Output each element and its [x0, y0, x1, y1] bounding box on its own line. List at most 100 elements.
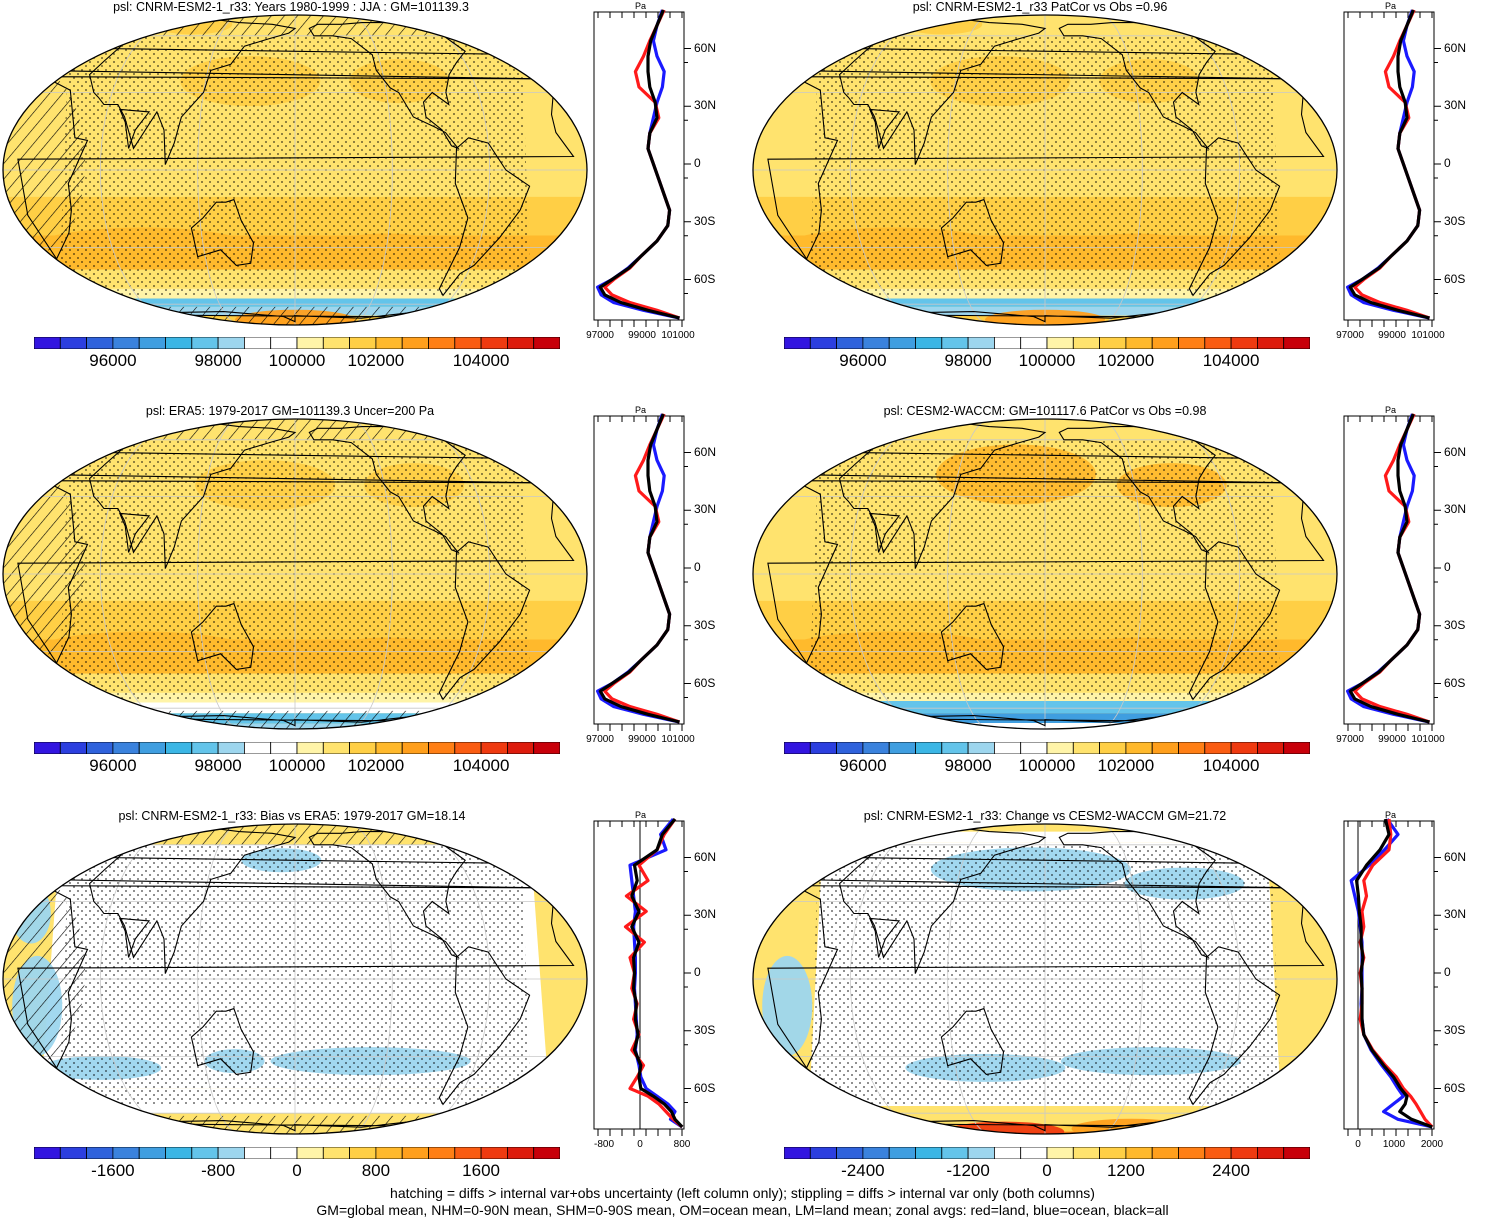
colorbar-swatch: [1230, 742, 1258, 754]
coastline-india: [118, 512, 151, 553]
coastline-asia: [88, 18, 297, 165]
colorbar-tick-label: 0: [292, 1161, 302, 1180]
colorbar-swatch: [138, 742, 166, 754]
colorbar-tick-label: 104000: [452, 756, 510, 775]
zonal-lat-label: 60N: [1444, 849, 1467, 864]
panel-4-zonal-plot: [1343, 413, 1441, 731]
colorbar-tick-label: 96000: [89, 756, 137, 775]
colorbar-5: [34, 1147, 560, 1159]
zonal-all-line: [598, 9, 680, 320]
zonal-lat-label: 0: [1444, 156, 1451, 170]
colorbar-swatch: [191, 1147, 219, 1159]
colorbar-tick-label: -2400: [841, 1161, 885, 1180]
colorbar-tick-label: 102000: [347, 351, 405, 370]
colorbar-swatch: [296, 337, 324, 349]
colorbar-swatch: [784, 337, 811, 349]
colorbar-swatch: [296, 1147, 324, 1159]
colorbar-swatch: [322, 337, 350, 349]
zonal-lat-label: 60S: [694, 271, 716, 286]
zonal-lat-label: 0: [694, 965, 701, 979]
colorbar-swatch: [888, 742, 916, 754]
colorbar-swatch: [1020, 742, 1048, 754]
zonal-lat-label: 30N: [1444, 502, 1467, 517]
colorbar-swatch: [454, 1147, 482, 1159]
colorbar-swatch: [112, 742, 140, 754]
coastline-asia: [838, 18, 1047, 165]
zonal-lat-label: 60S: [694, 675, 716, 690]
colorbar-swatch: [322, 1147, 350, 1159]
zonal-lat-label: 60N: [694, 40, 717, 55]
colorbar-swatch: [506, 337, 535, 349]
colorbar-swatch: [1125, 742, 1153, 754]
colorbar-tick-label: 1200: [1106, 1161, 1145, 1180]
colorbar-swatch: [862, 742, 890, 754]
zonal-lat-label: 60S: [1444, 675, 1466, 690]
colorbar-swatch: [428, 742, 456, 754]
zonal-lat-label: 30S: [1444, 617, 1466, 632]
colorbar-swatch: [138, 1147, 166, 1159]
panel-1-title: psl: CNRM-ESM2-1_r33: Years 1980-1999 : …: [113, 0, 469, 14]
colorbar-swatch: [1125, 1147, 1153, 1159]
colorbar-swatch: [86, 1147, 114, 1159]
coastline-india: [118, 108, 151, 149]
colorbar-swatch: [888, 337, 916, 349]
colorbar-tick-label: 96000: [89, 351, 137, 370]
colorbar-swatch: [270, 1147, 298, 1159]
colorbar-tick-label: -800: [201, 1161, 236, 1180]
colorbar-swatch: [836, 742, 864, 754]
zonal-lat-label: 30S: [694, 213, 716, 228]
panel-4-map: [752, 418, 1338, 730]
zonal-unit-label: Pa: [1385, 810, 1397, 820]
colorbar-swatch: [1151, 1147, 1179, 1159]
panel-6-title: psl: CNRM-ESM2-1_r33: Change vs CESM2-WA…: [863, 809, 1227, 823]
zonal-unit-label: Pa: [635, 405, 647, 415]
zonal-x-tick-label: 0: [637, 1139, 643, 1150]
colorbar-swatch: [1099, 742, 1127, 754]
colorbar-swatch: [809, 1147, 837, 1159]
colorbar-swatch: [1072, 337, 1100, 349]
coastline-australia: [940, 602, 1005, 670]
coastline-australia: [940, 198, 1005, 266]
zonal-unit-label: Pa: [635, 810, 647, 820]
colorbar-swatch: [165, 742, 193, 754]
coastline-asia: [838, 422, 1047, 569]
colorbar-swatch: [1046, 1147, 1074, 1159]
colorbar-swatch: [59, 337, 87, 349]
colorbar-swatch: [506, 742, 535, 754]
panel-2-map: [752, 14, 1338, 326]
colorbar-tick-label: 98000: [194, 351, 242, 370]
colorbar-tick-label: -1200: [946, 1161, 990, 1180]
colorbar-swatch: [1151, 742, 1179, 754]
colorbar-swatch: [86, 337, 114, 349]
zonal-x-tick-label: 101000: [1411, 330, 1445, 341]
zonal-lat-label: 30S: [694, 617, 716, 632]
zonal-lat-label: 0: [694, 156, 701, 170]
panel-3-title: psl: ERA5: 1979-2017 GM=101139.3 Uncer=2…: [145, 404, 435, 418]
zonal-lat-label: 30N: [1444, 907, 1467, 922]
colorbar-swatch: [506, 1147, 535, 1159]
colorbar-swatch: [1204, 742, 1232, 754]
colorbar-swatch: [296, 742, 324, 754]
zonal-lat-label: 0: [1444, 965, 1451, 979]
colorbar-swatch: [836, 337, 864, 349]
colorbar-swatch: [993, 742, 1022, 754]
zonal-x-tick-label: 101000: [661, 330, 695, 341]
zonal-x-tick-label: 1000: [1382, 1139, 1406, 1150]
colorbar-swatch: [533, 742, 560, 754]
colorbar-swatch: [1283, 337, 1310, 349]
colorbar-swatch: [217, 337, 245, 349]
colorbar-tick-label: 102000: [347, 756, 405, 775]
colorbar-swatch: [1283, 742, 1310, 754]
colorbar-swatch: [915, 1147, 943, 1159]
zonal-x-tick-label: 101000: [661, 734, 695, 745]
colorbar-swatch: [967, 742, 995, 754]
zonal-lat-label: 60N: [694, 849, 717, 864]
colorbar-tick-label: 98000: [944, 351, 992, 370]
coastline-asia: [88, 422, 297, 569]
colorbar-swatch: [349, 1147, 377, 1159]
zonal-lat-label: 30S: [1444, 1022, 1466, 1037]
colorbar-swatch: [1072, 1147, 1100, 1159]
colorbar-swatch: [270, 337, 298, 349]
colorbar-swatch: [1020, 1147, 1048, 1159]
zonal-unit-label: Pa: [635, 1, 647, 11]
